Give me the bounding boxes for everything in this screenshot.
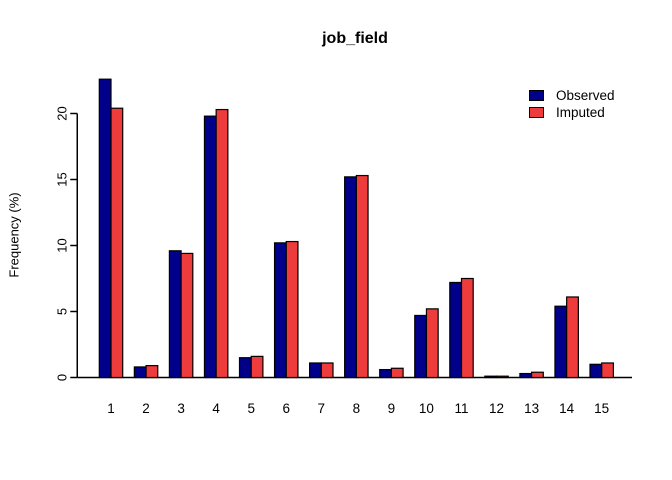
- bar-observed-3: [168, 250, 182, 379]
- legend-label-observed: Observed: [556, 87, 615, 103]
- x-tick-label: 6: [282, 401, 290, 416]
- y-tick-label: 10: [55, 238, 70, 252]
- x-tick-label: 14: [559, 401, 575, 416]
- bar-observed-14: [554, 305, 568, 379]
- bar-observed-10: [414, 314, 428, 379]
- y-tick-label: 15: [55, 172, 70, 186]
- bar-observed-15: [589, 363, 603, 379]
- bar-imputed-3: [180, 252, 194, 379]
- x-tick-label: 2: [142, 401, 150, 416]
- x-tick-label: 5: [247, 401, 255, 416]
- x-tick-label: 12: [489, 401, 504, 416]
- x-tick-label: 13: [524, 401, 539, 416]
- bar-observed-13: [519, 372, 533, 379]
- bar-imputed-2: [145, 365, 159, 379]
- y-tick-label: 0: [55, 374, 70, 381]
- x-tick-label: 8: [353, 401, 361, 416]
- chart-title: job_field: [322, 30, 388, 47]
- x-tick-label: 3: [177, 401, 185, 416]
- x-tick-label: 4: [212, 401, 220, 416]
- bar-imputed-15: [601, 362, 615, 379]
- bar-imputed-4: [215, 108, 229, 379]
- bar-observed-12: [484, 375, 498, 379]
- bar-imputed-5: [250, 355, 264, 379]
- bar-observed-11: [449, 281, 463, 379]
- y-tick-label: 20: [55, 106, 70, 120]
- bar-observed-8: [344, 176, 357, 379]
- legend-swatch-observed: [529, 89, 544, 101]
- bar-observed-5: [238, 357, 252, 379]
- bar-imputed-13: [530, 371, 544, 379]
- bar-observed-4: [203, 115, 217, 379]
- bar-imputed-12: [495, 375, 509, 379]
- bar-imputed-7: [320, 362, 334, 379]
- x-tick-label: 9: [388, 401, 396, 416]
- bar-observed-6: [273, 242, 287, 379]
- legend-item-observed: Observed: [529, 87, 615, 103]
- bar-imputed-8: [355, 174, 369, 379]
- x-tick-label: 11: [454, 401, 468, 416]
- bar-imputed-1: [110, 107, 124, 379]
- x-tick-label: 1: [107, 401, 115, 416]
- bar-observed-1: [98, 78, 112, 379]
- x-tick-label: 15: [594, 401, 609, 416]
- x-tick-label: 10: [419, 401, 434, 416]
- bar-observed-9: [379, 368, 393, 379]
- bar-observed-2: [133, 366, 147, 379]
- bar-imputed-11: [460, 277, 474, 379]
- x-tick-label: 7: [318, 401, 326, 416]
- legend: Observed Imputed: [529, 87, 615, 123]
- legend-item-imputed: Imputed: [529, 104, 615, 120]
- bar-observed-7: [309, 362, 322, 379]
- bar-imputed-14: [566, 296, 579, 379]
- bar-imputed-10: [425, 308, 439, 379]
- legend-swatch-imputed: [529, 106, 544, 118]
- bar-imputed-6: [285, 240, 299, 379]
- bar-imputed-9: [390, 367, 404, 379]
- y-tick-label: 5: [55, 308, 70, 315]
- legend-label-imputed: Imputed: [556, 104, 605, 120]
